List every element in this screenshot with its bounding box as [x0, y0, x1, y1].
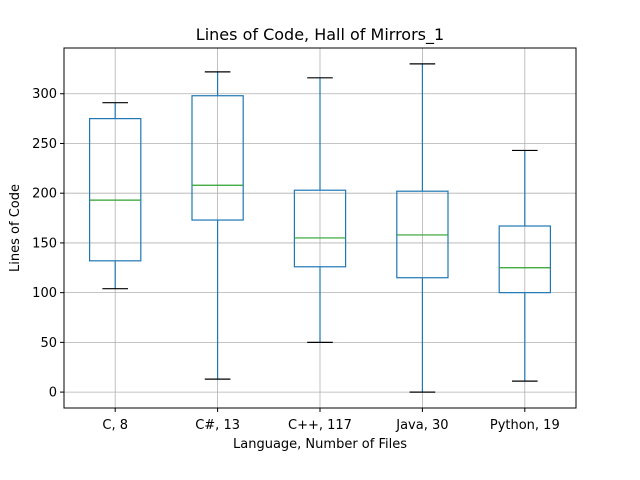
y-tick-label: 50	[40, 336, 57, 351]
box-1	[88, 102, 142, 290]
iqr-box	[498, 225, 552, 294]
x-tick-label: Java, 30	[395, 418, 448, 433]
box-2	[191, 71, 244, 380]
x-tick-label: C++, 117	[288, 418, 352, 433]
y-tick-label: 250	[32, 137, 57, 152]
box-3	[293, 77, 347, 343]
x-tick-label: Python, 19	[490, 418, 560, 433]
y-tick-label: 150	[32, 236, 57, 251]
boxes	[88, 63, 552, 393]
y-tick-label: 0	[49, 386, 57, 401]
iqr-box	[293, 189, 347, 268]
box-5	[498, 149, 552, 382]
iqr-box	[88, 118, 142, 262]
y-tick-label: 100	[32, 286, 57, 301]
x-tick-label: C, 8	[102, 418, 128, 433]
y-tick-label: 200	[32, 187, 57, 202]
iqr-box	[191, 95, 244, 221]
x-tick-label: C#, 13	[195, 418, 240, 433]
box-4	[396, 63, 449, 393]
x-axis-title: Language, Number of Files	[233, 437, 407, 452]
chart-title: Lines of Code, Hall of Mirrors_1	[196, 25, 444, 45]
y-tick-label: 300	[32, 87, 57, 102]
ticks: 0 50 100 150 200 250 300 C, 8 C#, 13 C++, 117 Java…	[32, 87, 560, 433]
y-axis-title: Lines of Code	[8, 184, 23, 272]
